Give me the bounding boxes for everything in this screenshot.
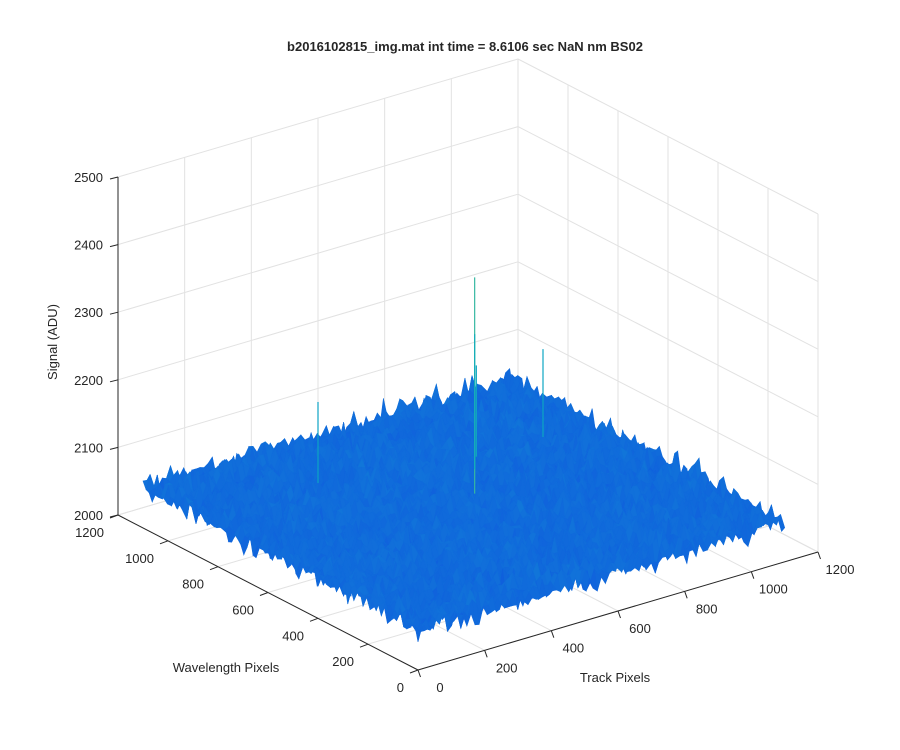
grid-line-z-wall-yz [517, 193, 819, 350]
grid-line-z-wall-xz [117, 126, 519, 246]
grid-line-z-wall-yz [517, 328, 819, 485]
grid-line-z-wall-yz [517, 126, 819, 283]
grid-line-z-wall-xz [117, 58, 519, 178]
chart-title: b2016102815_img.mat int time = 8.6106 se… [287, 39, 643, 54]
grid-line-z-wall-xz [117, 193, 519, 313]
grid-line-z-wall-yz [517, 261, 819, 418]
surface-plot [142, 277, 786, 642]
grid-line-z-wall-yz [517, 58, 819, 215]
grid-line-z-wall-xz [117, 261, 519, 381]
grid-line-z-wall-xz [117, 328, 519, 448]
